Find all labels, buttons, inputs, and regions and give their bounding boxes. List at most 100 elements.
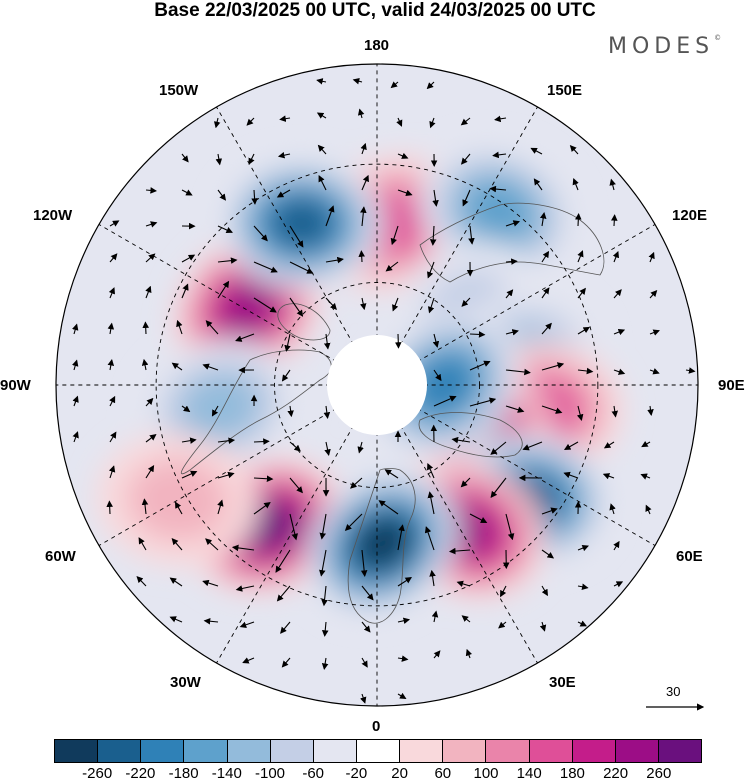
wind-vector [215,153,223,166]
wind-vector [427,261,435,279]
wind-vector [460,477,471,488]
wind-vector [109,395,116,407]
wind-vector [217,257,238,264]
wind-vector [427,297,435,314]
wind-vector [72,395,79,407]
wind-vector [203,617,219,625]
wind-vector [360,549,368,577]
colorbar-segment [184,740,228,762]
colorbar [54,739,702,763]
wind-vector [433,650,441,659]
wind-vector [648,251,655,263]
wind-vector [432,333,440,348]
lon-label-30w: 30W [170,674,201,691]
wind-vector [492,151,507,159]
wind-vector [181,470,198,479]
wind-vector [611,214,618,227]
wind-vector [289,225,304,248]
wind-vector [289,513,298,541]
lon-label-150w: 150W [159,82,199,99]
wind-vector [609,178,616,191]
wind-vector [289,441,301,452]
wind-vector [246,117,255,126]
colorbar-tick-label: 220 [603,765,629,782]
wind-vector [253,297,277,313]
colorbar-tick-label: 20 [391,765,408,782]
colorbar-segment [55,740,99,762]
wind-vector [396,117,403,127]
wind-vector [325,256,344,264]
wind-vector [316,112,327,119]
wind-vector [324,441,331,456]
wind-vector [576,405,584,422]
wind-vector [448,547,471,555]
wind-vector [205,538,219,551]
wind-vector [424,526,435,551]
wind-vector [359,297,367,311]
wind-vector [202,363,219,371]
map-boundary [55,63,699,707]
wind-vector [390,81,399,89]
wind-vector [397,576,412,587]
wind-vector [490,477,507,499]
wind-vector [685,367,696,374]
wind-vector [641,440,651,448]
wind-vector [432,189,439,207]
colorbar-segment [658,740,702,762]
lon-label-60e: 60E [676,548,703,565]
graticule [56,64,698,706]
wind-vector [427,463,435,479]
wind-vector [361,174,369,191]
wind-vector [384,469,399,479]
wind-vector [316,78,327,85]
wind-vector [649,329,660,336]
wind-vector [603,441,615,449]
wind-vector [142,321,149,335]
lon-label-120e: 120E [672,207,708,224]
wind-vector [217,280,230,299]
wind-vector [181,153,189,163]
wind-vector [505,258,518,265]
wind-vector [360,693,367,704]
wind-vector [505,329,519,336]
wind-vector [613,581,624,588]
wind-vector [613,328,626,336]
wind-vector [239,621,255,628]
wind-vector [235,333,255,342]
wind-vector [563,441,579,450]
anomaly-contour [180,374,260,440]
colorbar-segment [572,740,616,762]
wind-vector [465,648,473,659]
wind-vector [321,657,329,670]
wind-vector [287,405,294,418]
wind-vector [357,108,365,119]
wind-vector [145,464,155,479]
wind-vector [541,585,548,597]
wind-vector [456,580,471,588]
wind-vector [72,323,79,335]
wind-vector [505,405,525,413]
colorbar-segment [313,740,357,762]
wind-vector [169,616,183,623]
wind-vector [106,500,113,515]
anomaly-layer [96,142,624,617]
wind-vector [505,289,514,299]
wind-vector [397,692,407,700]
wind-vector [358,250,365,263]
wind-vector [350,477,363,489]
wind-vector [500,585,507,598]
colorbar-segment [98,740,142,762]
anomaly-contour [415,356,474,414]
wind-vector [276,189,291,198]
brand-name: MODES [608,34,715,59]
wind-vector [213,117,221,129]
wind-vector [505,368,531,376]
wind-vector [136,576,147,587]
wind-vector [505,220,520,227]
wind-vector [176,319,183,335]
wind-vector [253,502,271,515]
wind-vector [169,577,183,587]
wind-vector [577,545,589,552]
colorbar-segment [141,740,185,762]
wind-vector [577,287,586,299]
